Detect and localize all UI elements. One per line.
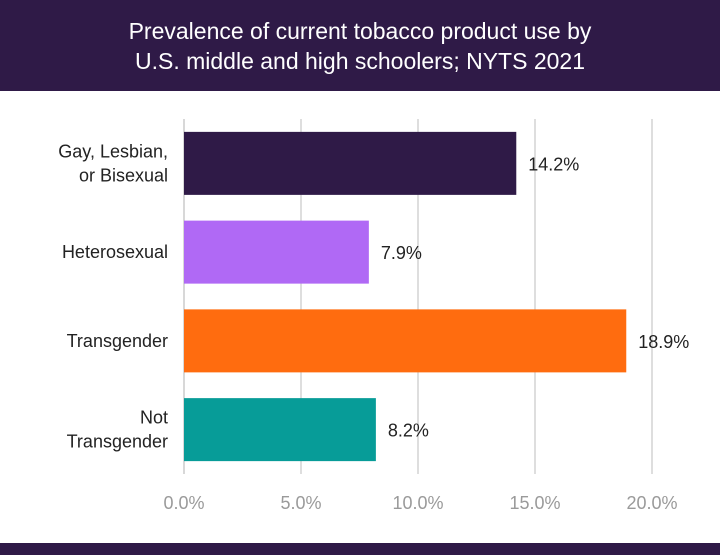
value-label-2: 18.9% bbox=[638, 332, 689, 352]
category-label-3-line-0: Not bbox=[140, 408, 168, 428]
x-tick-label-3: 15.0% bbox=[509, 493, 560, 513]
bar-1 bbox=[184, 220, 369, 284]
x-tick-label-4: 20.0% bbox=[626, 493, 677, 513]
value-label-0: 14.2% bbox=[528, 154, 579, 174]
x-tick-label-1: 5.0% bbox=[280, 493, 321, 513]
value-label-1: 7.9% bbox=[381, 243, 422, 263]
chart-title-line-1: Prevalence of current tobacco product us… bbox=[128, 17, 592, 44]
bar-2 bbox=[184, 309, 627, 373]
category-label-2-line-0: Transgender bbox=[67, 331, 168, 351]
category-label-2: Transgender bbox=[67, 331, 168, 351]
category-label-1-line-0: Heterosexual bbox=[62, 242, 168, 262]
category-label-0-line-1: or Bisexual bbox=[79, 165, 168, 185]
category-label-0: Gay, Lesbian, or Bisexual bbox=[58, 141, 168, 185]
chart-title: Prevalence of current tobacco product us… bbox=[50, 16, 670, 76]
category-label-1: Heterosexual bbox=[62, 242, 168, 262]
chart-title-line-2: U.S. middle and high schoolers; NYTS 202… bbox=[134, 47, 586, 74]
x-tick-label-0: 0.0% bbox=[163, 493, 204, 513]
bar-0 bbox=[184, 131, 517, 195]
footer-band bbox=[0, 543, 720, 555]
value-label-3: 8.2% bbox=[388, 421, 429, 441]
category-label-3: Not Transgender bbox=[67, 408, 168, 452]
category-label-3-line-1: Transgender bbox=[67, 432, 168, 452]
category-label-0-line-0: Gay, Lesbian, bbox=[58, 141, 168, 161]
title-banner: Prevalence of current tobacco product us… bbox=[0, 0, 720, 91]
bar-3 bbox=[184, 398, 376, 462]
x-tick-label-2: 10.0% bbox=[392, 493, 443, 513]
bar-chart: 14.2% Gay, Lesbian, or Bisexual 7.9% Heteros… bbox=[58, 119, 689, 513]
